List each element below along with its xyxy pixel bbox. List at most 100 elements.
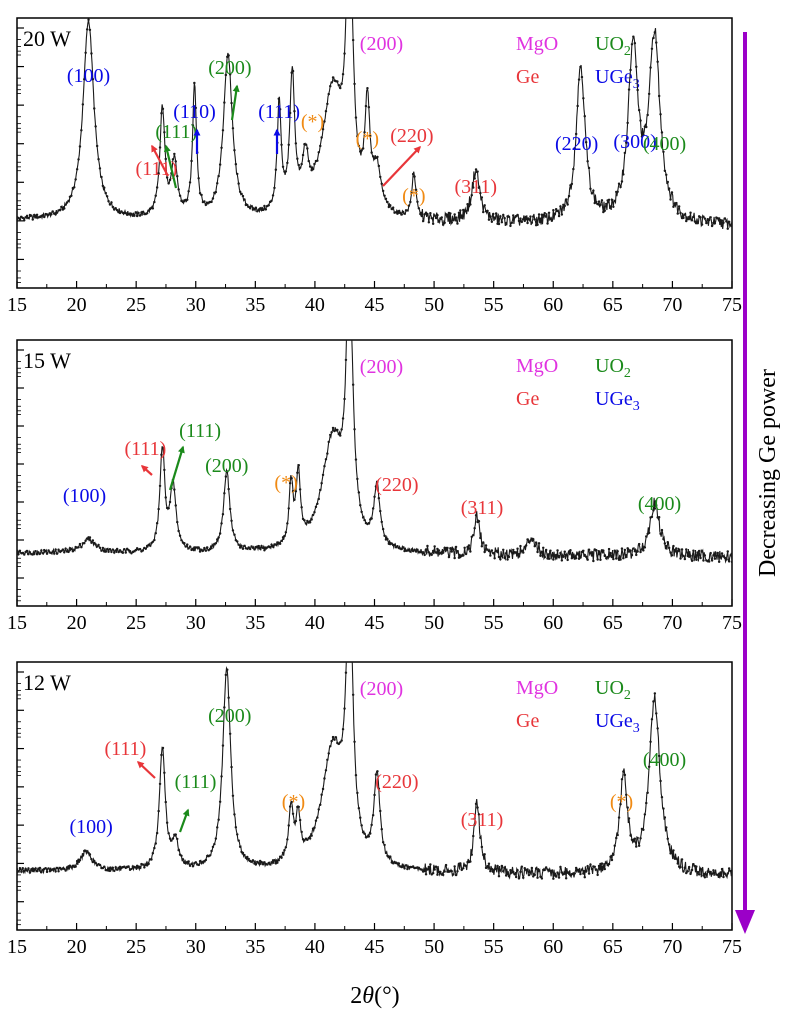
x-tick-label: 75: [722, 936, 742, 958]
x-tick-label: 35: [245, 612, 265, 634]
x-tick-label: 60: [543, 936, 563, 958]
peak-label: (100): [63, 485, 106, 507]
x-tick-label: 60: [543, 612, 563, 634]
series-trace-group: [17, 662, 732, 881]
x-tick-label: 60: [543, 294, 563, 316]
peak-arrow: [230, 84, 240, 121]
panel-title: 20 W: [23, 26, 71, 51]
x-tick-label: 35: [245, 294, 265, 316]
x-tick-label: 55: [484, 936, 504, 958]
legend-item-mgo: MgO: [516, 355, 558, 377]
legend-item-uge3: UGe3: [595, 710, 640, 736]
x-tick-label: 25: [126, 936, 146, 958]
peak-arrow: [168, 445, 185, 491]
x-tick-label: 20: [67, 612, 87, 634]
legend-item-ge: Ge: [516, 710, 539, 732]
peak-label: (100): [67, 65, 110, 87]
peak-arrow: [178, 808, 190, 833]
peak-label: (110): [173, 101, 216, 123]
x-tick-label: 20: [67, 936, 87, 958]
decreasing-power-arrow: [735, 32, 755, 934]
peak-label: (111): [175, 771, 217, 793]
peak-label: (200): [205, 455, 248, 477]
arrow-head-icon: [735, 910, 755, 934]
x-tick-label: 15: [7, 612, 27, 634]
x-tick-label: 45: [365, 612, 385, 634]
peak-label: (111): [258, 101, 300, 123]
x-tick-label: 70: [662, 936, 682, 958]
peak-label: (*): [282, 791, 305, 813]
legend-item-uo2: UO2: [595, 355, 631, 381]
x-tick-label: 45: [365, 294, 385, 316]
legend: MgO UO2 Ge UGe3: [516, 677, 640, 736]
x-tick-label: 25: [126, 612, 146, 634]
peak-label: (111): [124, 438, 166, 460]
peak-label: (300): [613, 131, 656, 153]
peak-label: (400): [638, 493, 681, 515]
x-tick-label: 65: [603, 612, 623, 634]
legend: MgO UO2 Ge UGe3: [516, 355, 640, 414]
x-axis-label: 2θ(°): [350, 983, 399, 1009]
panels: 15 20 25 30 35 40 45 50 55 60 65 70 75 20 W MgO UO2 Ge UG…: [7, 17, 742, 958]
x-tick-label: 50: [424, 936, 444, 958]
peak-label: (100): [69, 816, 112, 838]
peak-label: (*): [356, 128, 379, 150]
peak-label: (111): [104, 738, 146, 760]
peak-label: (*): [301, 111, 324, 133]
x-tick-label: 55: [484, 612, 504, 634]
x-tick-label: 15: [7, 294, 27, 316]
panel-title: 15 W: [23, 348, 71, 373]
x-tick-label: 30: [186, 294, 206, 316]
x-tick-label: 65: [603, 294, 623, 316]
series-markers: [17, 668, 732, 880]
x-tick-label: 55: [484, 294, 504, 316]
panel-title: 12 W: [23, 670, 71, 695]
legend-item-uo2: UO2: [595, 677, 631, 703]
x-tick-label: 50: [424, 294, 444, 316]
x-tick-label: 40: [305, 294, 325, 316]
series-trace-group: [17, 340, 732, 564]
x-tick-label: 35: [245, 936, 265, 958]
peak-label: (200): [360, 678, 403, 700]
peak-arrow: [140, 465, 153, 476]
peak-label: (200): [360, 356, 403, 378]
series-markers: [17, 358, 732, 564]
peak-label: (200): [360, 33, 403, 55]
peak-label: (111): [179, 420, 221, 442]
legend-item-mgo: MgO: [516, 677, 558, 699]
x-tick-label: 45: [365, 936, 385, 958]
series-trace-group: [17, 18, 732, 230]
legend-item-ge: Ge: [516, 388, 539, 410]
x-tick-label: 40: [305, 936, 325, 958]
peak-label: (400): [643, 749, 686, 771]
arrow-label: Decreasing Ge power: [755, 369, 781, 577]
x-tick-label: 30: [186, 936, 206, 958]
peak-label: (311): [455, 176, 498, 198]
legend-item-uge3: UGe3: [595, 66, 640, 92]
x-tick-label: 70: [662, 294, 682, 316]
panel-1: 15 20 25 30 35 40 45 50 55 60 65 70 75 20 W MgO UO2 Ge UG…: [7, 17, 742, 316]
peak-label: (220): [375, 474, 418, 496]
legend-item-uge3: UGe3: [595, 388, 640, 414]
peak-label: (*): [402, 185, 425, 207]
peak-label: (*): [610, 791, 633, 813]
x-tick-label: 70: [662, 612, 682, 634]
peak-label: (111): [155, 121, 197, 143]
peak-label: (311): [461, 497, 504, 519]
peak-label: (311): [461, 809, 504, 831]
peak-label: (220): [390, 125, 433, 147]
x-tick-label: 65: [603, 936, 623, 958]
peak-label: (400): [643, 133, 686, 155]
x-tick-label: 50: [424, 612, 444, 634]
x-tick-label: 25: [126, 294, 146, 316]
legend-item-mgo: MgO: [516, 33, 558, 55]
panel-2: 15 20 25 30 35 40 45 50 55 60 65 70 75 15 W MgO UO2 Ge UG…: [7, 339, 742, 634]
x-tick-label: 75: [722, 612, 742, 634]
peak-label: (220): [555, 133, 598, 155]
peak-label: (200): [208, 57, 251, 79]
legend: MgO UO2 Ge UGe3: [516, 33, 640, 92]
series-markers: [17, 18, 732, 230]
legend-item-ge: Ge: [516, 66, 539, 88]
